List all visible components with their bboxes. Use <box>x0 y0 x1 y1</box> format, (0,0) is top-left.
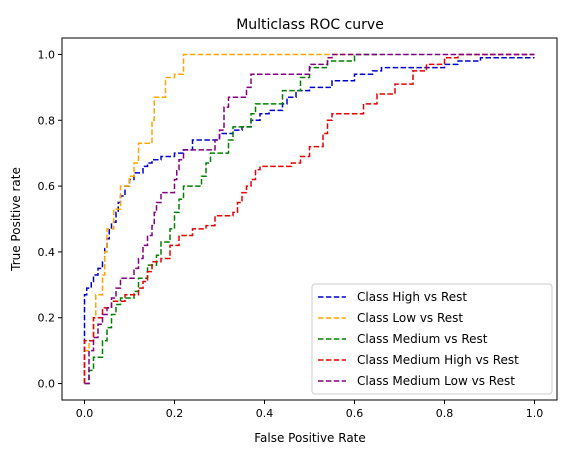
series-layer <box>83 53 535 385</box>
series-line-4 <box>83 53 535 384</box>
y-tick-label: 1.0 <box>38 48 56 61</box>
series-line-1 <box>83 57 535 384</box>
x-tick-label: 0.2 <box>166 407 184 420</box>
y-axis-label: True Positive rate <box>9 167 23 272</box>
y-tick-label: 0.8 <box>38 114 56 127</box>
y-tick-label: 0.6 <box>38 180 56 193</box>
series-line-3 <box>84 53 377 385</box>
x-tick-label: 0.0 <box>76 407 94 420</box>
x-tick-label: 0.4 <box>256 407 274 420</box>
legend-label-5: Class Medium Low vs Rest <box>357 374 515 388</box>
x-tick-label: 1.0 <box>526 407 544 420</box>
y-axis-ticks: 0.0 0.2 0.4 0.6 0.8 1.0 <box>38 48 62 391</box>
y-tick-label: 0.2 <box>38 312 56 325</box>
legend-label-4: Class Medium High vs Rest <box>357 353 519 367</box>
legend-label-2: Class Low vs Rest <box>357 311 463 325</box>
y-tick-label: 0.0 <box>38 378 56 391</box>
x-axis-label: False Positive Rate <box>254 431 366 445</box>
x-tick-label: 0.6 <box>346 407 364 420</box>
series-line-5 <box>84 53 535 385</box>
x-tick-label: 0.8 <box>436 407 454 420</box>
chart-title: Multiclass ROC curve <box>236 17 384 33</box>
x-axis-ticks: 0.0 0.2 0.4 0.6 0.8 1.0 <box>76 400 544 420</box>
plot-frame <box>61 37 558 401</box>
legend-label-1: Class High vs Rest <box>357 290 467 304</box>
legend-label-3: Class Medium vs Rest <box>357 332 488 346</box>
y-tick-label: 0.4 <box>38 246 56 259</box>
legend-box <box>311 283 553 395</box>
legend: Class High vs Rest Class Low vs Rest Class… <box>311 283 553 395</box>
